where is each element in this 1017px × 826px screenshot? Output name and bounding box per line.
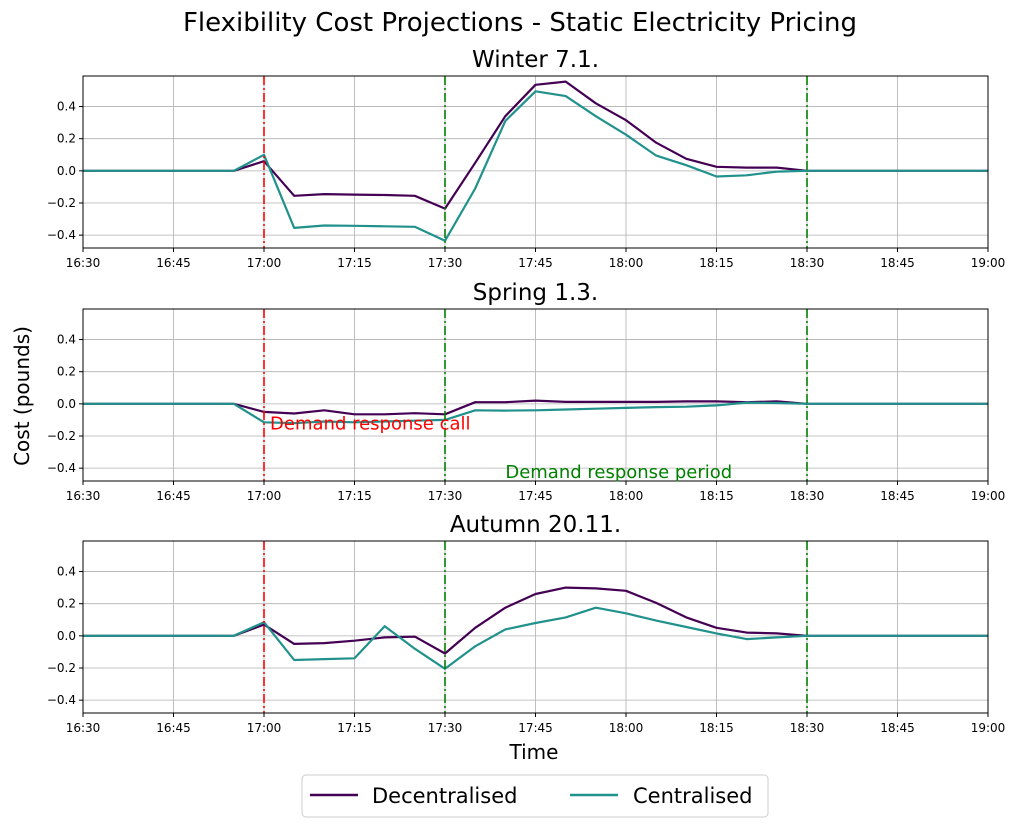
x-tick-label: 17:45 bbox=[518, 256, 553, 270]
x-axis-label: Time bbox=[509, 740, 559, 764]
x-tick-label: 18:15 bbox=[699, 489, 734, 503]
x-tick-label: 18:00 bbox=[609, 489, 644, 503]
x-tick-label: 17:30 bbox=[428, 256, 463, 270]
series-line-centralised bbox=[83, 401, 988, 425]
x-tick-label: 17:00 bbox=[247, 721, 282, 735]
x-tick-label: 17:45 bbox=[518, 489, 553, 503]
x-tick-label: 18:30 bbox=[790, 489, 825, 503]
subplot-1: Spring 1.3. −0.4 −0.2 0.0 0.2 0.4 16:30 16:45 17… bbox=[47, 280, 1005, 503]
y-tick-label: −0.2 bbox=[47, 429, 76, 443]
annotation-call: Demand response call bbox=[270, 414, 470, 435]
x-tick-label: 18:15 bbox=[699, 721, 734, 735]
x-tick-label: 19:00 bbox=[971, 489, 1006, 503]
legend-label-centralised: Centralised bbox=[633, 784, 753, 808]
y-tick-label: 0.4 bbox=[57, 100, 76, 114]
y-tick-label: 0.2 bbox=[57, 365, 76, 379]
x-tick-label: 18:30 bbox=[790, 256, 825, 270]
y-tick-label: 0.0 bbox=[57, 164, 76, 178]
x-tick-label: 17:30 bbox=[428, 721, 463, 735]
y-tick-label: −0.2 bbox=[47, 196, 76, 210]
annotation-period: Demand response period bbox=[505, 462, 732, 483]
x-tick-label: 17:45 bbox=[518, 721, 553, 735]
legend-label-decentralised: Decentralised bbox=[372, 784, 517, 808]
y-tick-label: 0.0 bbox=[57, 397, 76, 411]
legend-box bbox=[301, 774, 769, 818]
x-tick-label: 18:45 bbox=[880, 256, 915, 270]
y-axis-label: Cost (pounds) bbox=[10, 326, 34, 466]
series-line-centralised bbox=[83, 606, 988, 670]
figure-title: Flexibility Cost Projections - Static El… bbox=[183, 8, 857, 38]
subplots: Winter 7.1. −0.4 −0.2 0.0 0.2 0.4 16:30 16:45 17… bbox=[47, 47, 1005, 735]
series-line-centralised bbox=[83, 90, 988, 242]
x-tick-label: 17:00 bbox=[247, 489, 282, 503]
y-tick-label: 0.0 bbox=[57, 629, 76, 643]
y-tick-label: −0.2 bbox=[47, 661, 76, 675]
x-tick-label: 16:30 bbox=[66, 721, 101, 735]
subplot-2: Autumn 20.11. −0.4 −0.2 0.0 0.2 0.4 16:30 16:45… bbox=[47, 512, 1005, 735]
x-tick-label: 18:30 bbox=[790, 721, 825, 735]
x-tick-label: 17:30 bbox=[428, 489, 463, 503]
x-tick-label: 17:15 bbox=[337, 256, 372, 270]
x-tick-label: 19:00 bbox=[971, 721, 1006, 735]
x-tick-label: 16:45 bbox=[156, 721, 191, 735]
x-tick-label: 18:45 bbox=[880, 721, 915, 735]
x-tick-label: 16:45 bbox=[156, 256, 191, 270]
legend: Decentralised Centralised bbox=[301, 774, 769, 818]
y-tick-label: −0.4 bbox=[47, 461, 76, 475]
x-tick-label: 18:00 bbox=[609, 721, 644, 735]
subplot-title: Spring 1.3. bbox=[473, 280, 598, 306]
x-tick-label: 16:45 bbox=[156, 489, 191, 503]
x-tick-label: 16:30 bbox=[66, 256, 101, 270]
subplot-title: Winter 7.1. bbox=[472, 47, 599, 73]
y-tick-label: 0.2 bbox=[57, 132, 76, 146]
x-tick-label: 19:00 bbox=[971, 256, 1006, 270]
y-tick-label: 0.2 bbox=[57, 597, 76, 611]
x-tick-label: 17:15 bbox=[337, 721, 372, 735]
y-tick-label: −0.4 bbox=[47, 228, 76, 242]
x-tick-label: 18:45 bbox=[880, 489, 915, 503]
x-tick-label: 17:15 bbox=[337, 489, 372, 503]
subplot-0: Winter 7.1. −0.4 −0.2 0.0 0.2 0.4 16:30 16:45 17… bbox=[47, 47, 1005, 270]
x-tick-label: 17:00 bbox=[247, 256, 282, 270]
y-tick-label: 0.4 bbox=[57, 565, 76, 579]
y-tick-label: −0.4 bbox=[47, 693, 76, 707]
y-tick-label: 0.4 bbox=[57, 333, 76, 347]
subplot-title: Autumn 20.11. bbox=[450, 512, 621, 538]
x-tick-label: 18:15 bbox=[699, 256, 734, 270]
x-tick-label: 16:30 bbox=[66, 489, 101, 503]
x-tick-label: 18:00 bbox=[609, 256, 644, 270]
